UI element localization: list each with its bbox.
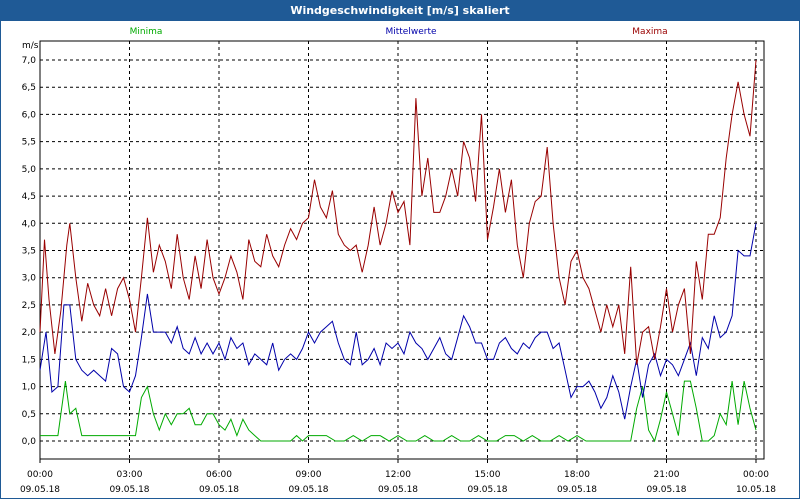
x-tick-date: 09.05.18 — [288, 485, 328, 495]
series-line-maxima — [39, 59, 757, 365]
x-tick-date: 09.05.18 — [20, 485, 60, 495]
legend-maxima: Maxima — [632, 27, 667, 37]
x-tick-date: 10.05.18 — [736, 485, 776, 495]
y-tick-label: 4,5 — [22, 192, 36, 202]
x-tick-time: 12:00 — [385, 470, 411, 480]
y-tick-label: 1,5 — [22, 355, 36, 365]
y-tick-label: 6,0 — [22, 110, 37, 120]
x-tick-date: 09.05.18 — [646, 485, 686, 495]
window-title: Windgeschwindigkeit [m/s] skaliert — [0, 0, 800, 21]
x-tick-time: 00:00 — [27, 470, 53, 480]
legend-mittelwerte: Mittelwerte — [385, 27, 436, 37]
x-tick-time: 21:00 — [654, 470, 680, 480]
y-tick-label: 5,0 — [22, 165, 37, 175]
y-tick-label: 7,0 — [22, 56, 37, 66]
y-tick-label: 0,5 — [22, 410, 36, 420]
x-tick-time: 15:00 — [475, 470, 501, 480]
y-tick-label: 2,5 — [22, 301, 36, 311]
y-axis-unit: m/s — [22, 41, 39, 51]
y-tick-label: 2,0 — [22, 328, 37, 338]
series-line-minima — [40, 380, 757, 443]
x-tick-time: 06:00 — [206, 470, 232, 480]
y-tick-label: 4,0 — [22, 219, 37, 229]
y-tick-label: 1,0 — [22, 383, 37, 393]
x-tick-date: 09.05.18 — [557, 485, 597, 495]
legend-minima: Minima — [130, 27, 163, 37]
y-tick-label: 6,5 — [22, 83, 36, 93]
x-tick-date: 09.05.18 — [109, 485, 149, 495]
x-tick-time: 03:00 — [117, 470, 143, 480]
x-tick-date: 09.05.18 — [199, 485, 239, 495]
y-tick-label: 3,0 — [22, 274, 37, 284]
x-tick-time: 18:00 — [564, 470, 590, 480]
x-tick-date: 09.05.18 — [467, 485, 507, 495]
y-tick-label: 0,0 — [22, 437, 37, 447]
y-tick-label: 5,5 — [22, 138, 36, 148]
y-tick-label: 3,5 — [22, 247, 36, 257]
x-tick-time: 00:00 — [743, 470, 769, 480]
x-tick-date: 09.05.18 — [378, 485, 418, 495]
x-tick-time: 09:00 — [296, 470, 322, 480]
